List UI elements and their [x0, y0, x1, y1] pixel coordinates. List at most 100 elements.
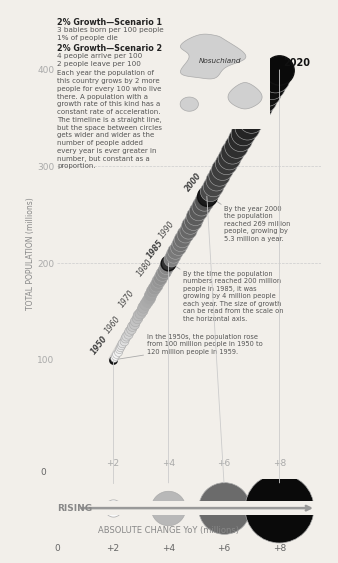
Point — [256, 102, 261, 111]
Point — [220, 165, 225, 174]
Polygon shape — [228, 83, 262, 109]
Point — [141, 302, 146, 311]
Point — [113, 351, 118, 360]
Point — [226, 153, 232, 162]
Text: +8: +8 — [273, 544, 286, 552]
Point — [136, 311, 141, 320]
Point — [260, 95, 265, 104]
Text: RISING: RISING — [57, 504, 93, 513]
Text: 2% Growth—Scenario 2: 2% Growth—Scenario 2 — [57, 44, 163, 53]
Point — [151, 284, 157, 293]
Point — [116, 345, 121, 354]
Point — [233, 141, 239, 150]
Point — [175, 243, 180, 252]
Point — [144, 296, 149, 305]
Point — [244, 122, 250, 131]
Text: +2: +2 — [106, 544, 120, 552]
Point — [134, 314, 140, 323]
Point — [168, 254, 173, 263]
Point — [149, 287, 155, 296]
Text: 1950: 1950 — [89, 334, 110, 356]
Point — [193, 212, 198, 221]
Point — [237, 135, 242, 144]
Point — [131, 319, 136, 328]
Text: +6: +6 — [217, 544, 231, 552]
Point — [148, 290, 153, 299]
Point — [164, 262, 169, 271]
Text: 2010: 2010 — [244, 122, 263, 142]
Text: 1985: 1985 — [145, 238, 165, 260]
Point — [157, 273, 163, 282]
Text: 1990: 1990 — [157, 219, 176, 240]
Point — [207, 186, 213, 195]
Point — [155, 276, 161, 285]
Y-axis label: TOTAL POPULATION (millions): TOTAL POPULATION (millions) — [26, 197, 35, 310]
Text: Each year the population of
this country grows by 2 more
people for every 100 wh: Each year the population of this country… — [57, 70, 163, 169]
Point — [124, 332, 129, 341]
Point — [241, 128, 246, 137]
Point — [204, 192, 210, 201]
Text: ABSOLUTE CHANGE YoY (millions): ABSOLUTE CHANGE YoY (millions) — [98, 526, 240, 535]
Point — [129, 321, 135, 330]
Point — [252, 109, 257, 118]
Point — [166, 258, 171, 267]
Point — [111, 353, 117, 362]
Point — [180, 234, 185, 243]
Point — [142, 300, 148, 309]
Text: 2000: 2000 — [183, 171, 203, 193]
Text: In the 1950s, the population rose
from 100 million people in 1950 to
120 million: In the 1950s, the population rose from 1… — [147, 334, 263, 355]
Point — [115, 347, 120, 356]
Point — [119, 341, 124, 350]
Text: 1980: 1980 — [135, 257, 154, 278]
Text: 1970: 1970 — [117, 289, 136, 310]
Point — [268, 81, 273, 90]
Point — [173, 247, 178, 256]
Point — [187, 221, 193, 230]
Point — [198, 202, 204, 211]
Point — [120, 338, 125, 347]
Text: 0: 0 — [54, 544, 61, 552]
Text: By the time the population
numbers reached 200 million
people in 1985, it was
gr: By the time the population numbers reach… — [183, 271, 283, 321]
Text: +4: +4 — [162, 544, 175, 552]
Point — [121, 336, 126, 345]
Text: 0: 0 — [41, 468, 46, 477]
Point — [264, 88, 269, 97]
Point — [137, 308, 143, 317]
Text: 2020: 2020 — [283, 58, 310, 68]
Point — [230, 147, 235, 156]
Point — [223, 159, 228, 168]
Text: 2% Growth—Scenario 1: 2% Growth—Scenario 1 — [57, 18, 163, 27]
Point — [190, 216, 195, 225]
Point — [162, 266, 167, 275]
Point — [221, 503, 227, 512]
Point — [132, 316, 138, 325]
Point — [159, 270, 165, 279]
Point — [216, 171, 222, 180]
Point — [110, 503, 116, 512]
Point — [110, 355, 116, 364]
Polygon shape — [180, 97, 198, 111]
Point — [213, 176, 219, 185]
Text: Nosuchland: Nosuchland — [198, 57, 241, 64]
Point — [166, 503, 171, 512]
Point — [210, 181, 216, 190]
Point — [248, 115, 254, 124]
Point — [125, 329, 130, 338]
Polygon shape — [180, 34, 246, 79]
Text: 4 people arrive per 100
2 people leave per 100: 4 people arrive per 100 2 people leave p… — [57, 53, 143, 67]
Text: By the year 2000
the population
reached 269 million
people, growing by
5.3 milli: By the year 2000 the population reached … — [224, 206, 290, 242]
Point — [201, 197, 207, 206]
Point — [195, 207, 201, 216]
Point — [177, 238, 183, 247]
Point — [122, 334, 128, 343]
Text: 3 babies born per 100 people
1% of people die: 3 babies born per 100 people 1% of peopl… — [57, 27, 164, 41]
Point — [182, 230, 188, 239]
Polygon shape — [108, 70, 285, 360]
Point — [272, 73, 278, 82]
Point — [126, 327, 132, 336]
Point — [277, 503, 282, 512]
Point — [117, 343, 123, 352]
Text: 1960: 1960 — [103, 315, 122, 336]
Point — [128, 324, 134, 333]
Point — [139, 305, 144, 314]
